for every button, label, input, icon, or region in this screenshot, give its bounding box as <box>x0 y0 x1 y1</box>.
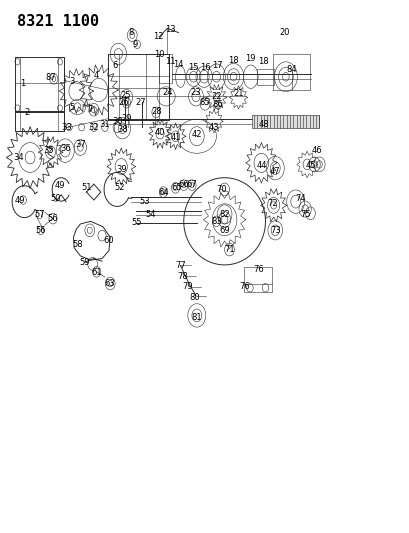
Text: 1: 1 <box>20 78 26 87</box>
Text: 87: 87 <box>45 73 56 82</box>
Text: 18: 18 <box>257 58 267 66</box>
Text: 5: 5 <box>70 102 75 111</box>
Text: 85: 85 <box>199 98 210 107</box>
Text: 54: 54 <box>146 210 156 219</box>
Text: 48: 48 <box>258 119 269 128</box>
Text: 81: 81 <box>191 312 202 321</box>
Text: 37: 37 <box>75 140 85 149</box>
Text: 4: 4 <box>94 70 99 79</box>
Text: 82: 82 <box>219 210 229 219</box>
Text: 77: 77 <box>175 261 185 270</box>
Text: 55: 55 <box>131 219 141 228</box>
Bar <box>15 56 64 112</box>
Text: 80: 80 <box>189 293 200 302</box>
Text: 10: 10 <box>154 51 164 59</box>
Text: 56: 56 <box>35 226 46 235</box>
Text: 65: 65 <box>171 183 181 192</box>
Text: 71: 71 <box>224 245 234 254</box>
Text: 3: 3 <box>70 77 75 86</box>
Text: 31: 31 <box>99 119 110 128</box>
Bar <box>252 115 319 128</box>
Text: 41: 41 <box>170 133 180 142</box>
Text: 79: 79 <box>182 282 193 291</box>
Text: 50: 50 <box>50 194 61 203</box>
Text: 17: 17 <box>211 61 222 70</box>
Text: 63: 63 <box>105 279 115 288</box>
Text: 14: 14 <box>173 60 183 69</box>
Text: 13: 13 <box>164 26 175 35</box>
Text: 46: 46 <box>311 146 322 155</box>
Text: 61: 61 <box>91 269 102 277</box>
Text: 20: 20 <box>279 28 289 37</box>
Text: 28: 28 <box>151 107 162 116</box>
Text: 43: 43 <box>208 123 219 132</box>
Text: 76: 76 <box>239 282 250 291</box>
Text: 84: 84 <box>285 66 296 74</box>
Text: 38: 38 <box>117 125 128 134</box>
Text: 86: 86 <box>211 100 222 109</box>
Text: 45: 45 <box>305 161 316 170</box>
Text: 34: 34 <box>14 153 24 162</box>
Text: 22: 22 <box>211 92 221 101</box>
Text: 75: 75 <box>299 210 310 219</box>
Text: 49: 49 <box>15 196 25 205</box>
Text: 36: 36 <box>60 144 70 153</box>
Text: 72: 72 <box>266 199 277 208</box>
Text: 74: 74 <box>295 194 306 203</box>
Text: 24: 24 <box>162 87 172 96</box>
Text: 51: 51 <box>81 183 92 192</box>
Text: 11: 11 <box>164 58 175 66</box>
Text: 66: 66 <box>178 180 189 189</box>
Text: 42: 42 <box>191 130 202 139</box>
Text: 15: 15 <box>188 63 198 71</box>
Text: 35: 35 <box>43 146 54 155</box>
Text: 53: 53 <box>139 197 149 206</box>
Text: 18: 18 <box>228 56 238 64</box>
Bar <box>159 54 172 83</box>
Text: 40: 40 <box>155 128 165 137</box>
Text: 73: 73 <box>269 226 280 235</box>
Text: 9: 9 <box>133 40 138 49</box>
Text: 30: 30 <box>112 117 122 126</box>
Bar <box>243 266 272 292</box>
Text: 19: 19 <box>245 54 255 62</box>
Text: 33: 33 <box>61 123 72 132</box>
Text: 39: 39 <box>116 165 126 174</box>
Text: 49: 49 <box>54 181 65 190</box>
Text: 25: 25 <box>120 91 130 100</box>
Text: 44: 44 <box>256 161 267 170</box>
Text: 56: 56 <box>47 214 58 223</box>
Text: 52: 52 <box>114 183 124 192</box>
Text: 64: 64 <box>157 188 168 197</box>
Text: 70: 70 <box>216 185 226 194</box>
Text: 57: 57 <box>34 210 45 219</box>
Text: 8321 1100: 8321 1100 <box>17 14 99 29</box>
Text: 60: 60 <box>103 237 114 246</box>
Text: 78: 78 <box>177 272 187 280</box>
Text: 21: 21 <box>233 89 243 98</box>
Text: 47: 47 <box>269 167 280 176</box>
Text: 7: 7 <box>87 105 92 114</box>
Text: 67: 67 <box>186 180 197 189</box>
Text: 69: 69 <box>219 226 229 235</box>
Text: 16: 16 <box>199 63 210 71</box>
Text: 76: 76 <box>253 265 264 273</box>
Text: 6: 6 <box>112 61 117 70</box>
Bar <box>15 111 64 131</box>
Text: 2: 2 <box>25 108 30 117</box>
Text: 27: 27 <box>135 98 145 107</box>
Text: 59: 59 <box>79 258 90 266</box>
Text: 32: 32 <box>88 123 99 132</box>
Text: 29: 29 <box>121 114 131 123</box>
Text: 23: 23 <box>190 87 201 96</box>
Text: 58: 58 <box>72 240 83 249</box>
Text: 26: 26 <box>118 98 128 107</box>
Text: 83: 83 <box>211 217 221 226</box>
Text: 12: 12 <box>153 33 163 42</box>
Bar <box>257 69 274 85</box>
Text: 8: 8 <box>128 28 134 37</box>
